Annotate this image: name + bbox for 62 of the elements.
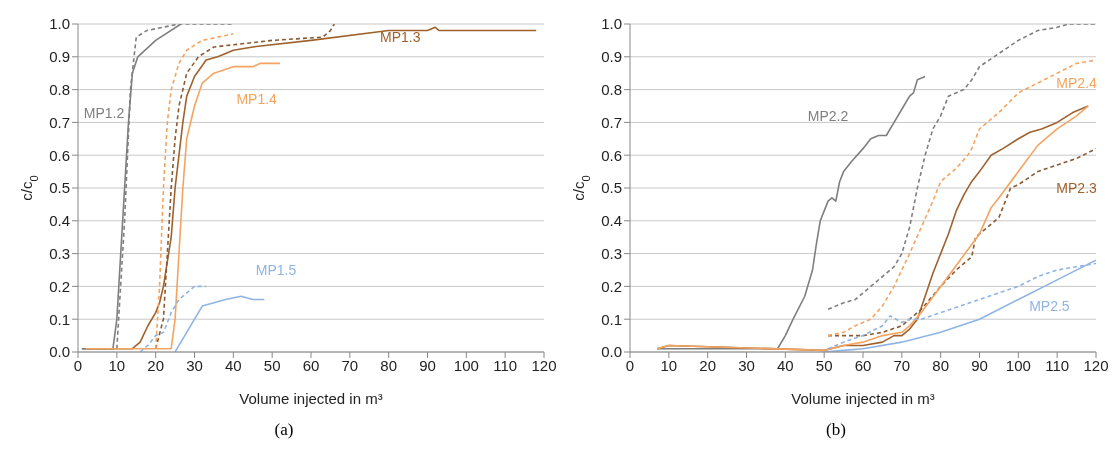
line-series — [139, 285, 207, 352]
x-tick-label: 90 — [971, 356, 988, 374]
x-tick-label: 60 — [854, 356, 872, 374]
x-tick-label: 30 — [186, 356, 203, 374]
y-tick-label: 0.0 — [49, 343, 70, 361]
y-tick-label: 0.7 — [49, 113, 70, 131]
y-tick-label: 1.0 — [49, 15, 70, 33]
y-tick-label: 0.5 — [49, 179, 70, 197]
x-tick-label: 70 — [341, 356, 359, 374]
y-tick-label: 0.4 — [601, 212, 622, 230]
x-tick-label: 70 — [893, 356, 911, 374]
x-tick-label: 10 — [660, 356, 678, 374]
y-tick-label: 0.1 — [601, 310, 622, 328]
x-tick-label: 10 — [108, 356, 126, 374]
x-tick-label: 80 — [932, 356, 950, 374]
series-label: MP1.2 — [83, 104, 125, 121]
x-tick-label: 90 — [419, 356, 436, 374]
y-tick-label: 0.7 — [601, 113, 622, 131]
y-tick-label: 0.3 — [49, 244, 70, 262]
x-tick-label: 30 — [738, 356, 755, 374]
x-axis-title: Volume injected in m³ — [239, 390, 383, 407]
line-series — [174, 295, 266, 352]
x-tick-label: 120 — [1083, 356, 1109, 374]
y-tick-label: 1.0 — [601, 15, 622, 33]
y-tick-label: 0.9 — [601, 48, 622, 66]
y-tick-label: 0.6 — [49, 146, 70, 164]
series-label: MP1.5 — [255, 261, 297, 278]
x-tick-label: 50 — [263, 356, 281, 374]
y-tick-label: 0.4 — [49, 212, 70, 230]
y-tick-label: 0.1 — [49, 310, 70, 328]
text: (b) — [825, 420, 847, 440]
series-label: MP1.3 — [380, 29, 421, 46]
series-label: MP2.2 — [807, 107, 849, 124]
y-tick-label: 0.2 — [601, 277, 622, 295]
text: (a) — [273, 420, 295, 440]
x-tick-label: 110 — [1045, 356, 1070, 374]
y-tick-label: 0.9 — [49, 48, 70, 66]
y-tick-label: 0.2 — [49, 277, 70, 295]
y-tick-label: 0.3 — [601, 244, 622, 262]
x-tick-label: 40 — [224, 356, 242, 374]
x-tick-label: 120 — [531, 356, 557, 374]
series-label: MP1.4 — [236, 91, 278, 108]
x-tick-label: 80 — [380, 356, 398, 374]
x-tick-label: 100 — [453, 356, 479, 374]
x-tick-label: 110 — [493, 356, 518, 374]
y-tick-label: 0.6 — [601, 146, 622, 164]
x-tick-label: 50 — [815, 356, 833, 374]
y-tick-label: 0.0 — [601, 343, 622, 361]
text: MP2.3 — [1056, 179, 1098, 196]
x-tick-label: 0 — [73, 356, 83, 374]
x-tick-label: 20 — [147, 356, 165, 374]
x-tick-label: 100 — [1005, 356, 1031, 374]
y-tick-label: 0.8 — [601, 80, 622, 98]
series-label: MP2.5 — [1029, 298, 1070, 315]
x-tick-label: 20 — [699, 356, 717, 374]
series-label: MP2.4 — [1056, 75, 1098, 92]
y-tick-label: 0.8 — [49, 80, 70, 98]
x-tick-label: 0 — [625, 356, 635, 374]
x-axis-title: Volume injected in m³ — [791, 390, 935, 407]
y-tick-label: 0.5 — [601, 179, 622, 197]
x-tick-label: 60 — [302, 356, 320, 374]
x-tick-label: 40 — [776, 356, 794, 374]
